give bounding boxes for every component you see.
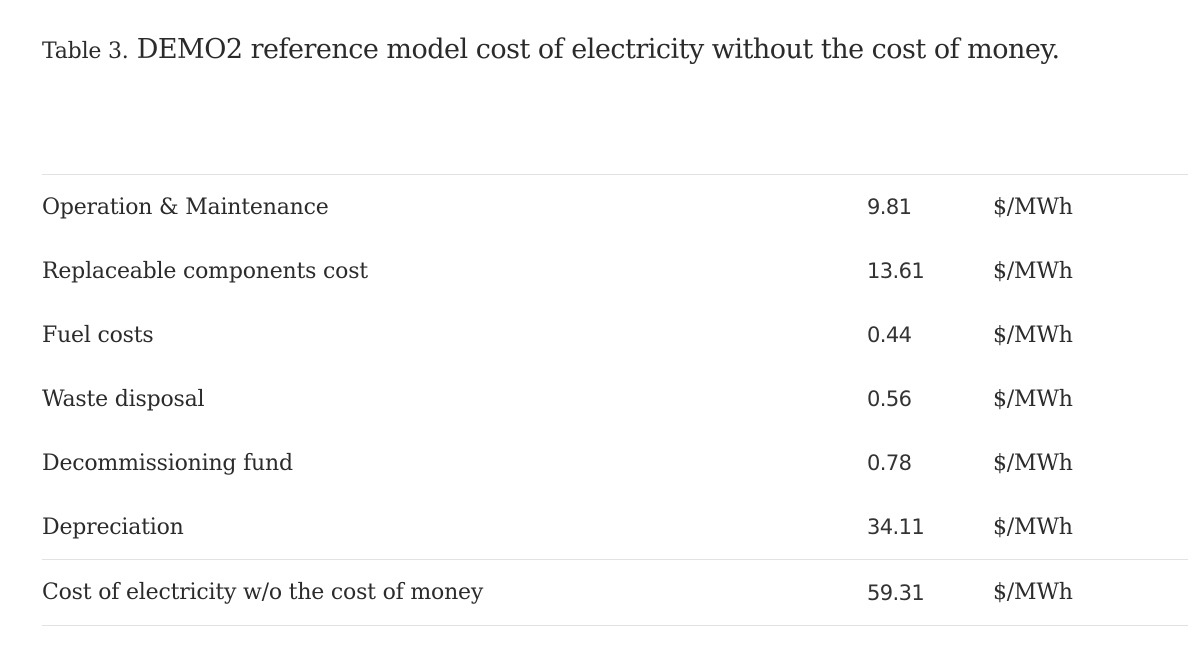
row-value: 13.61 [867,259,925,283]
row-label: Decommissioning fund [42,450,293,476]
table-row: Waste disposal 0.56 $/MWh [42,367,1188,431]
row-label: Replaceable components cost [42,258,368,284]
row-unit: $/MWh [993,450,1073,476]
row-unit: $/MWh [993,258,1073,284]
table-row: Decommissioning fund 0.78 $/MWh [42,431,1188,495]
row-value: 0.78 [867,451,912,475]
row-value: 9.81 [867,174,993,239]
row-unit: $/MWh [993,386,1073,412]
table-row: Replaceable components cost 13.61 $/MWh [42,239,1188,303]
cost-table: Operation & Maintenance 9.81 $/MWh Repla… [42,174,1188,626]
table-number: Table 3. [42,39,129,64]
row-unit: $/MWh [993,322,1073,348]
row-value: 0.44 [867,323,912,347]
total-row: Cost of electricity w/o the cost of mone… [42,559,1188,626]
row-label: Waste disposal [42,386,205,412]
table-row: Fuel costs 0.44 $/MWh [42,303,1188,367]
table-row: Depreciation 34.11 $/MWh [42,495,1188,560]
row-value: 0.56 [867,387,912,411]
row-label: Depreciation [42,514,184,540]
row-value: 34.11 [867,515,925,539]
total-label: Cost of electricity w/o the cost of mone… [42,559,867,626]
table-caption: Table 3. DEMO2 reference model cost of e… [42,30,1060,72]
row-label: Fuel costs [42,322,154,348]
row-label: Operation & Maintenance [42,174,867,239]
table-row: Operation & Maintenance 9.81 $/MWh [42,174,1188,239]
total-unit: $/MWh [993,559,1188,626]
row-unit: $/MWh [993,174,1188,239]
row-unit: $/MWh [993,514,1073,540]
total-value: 59.31 [867,559,993,626]
caption-text: DEMO2 reference model cost of electricit… [136,34,1060,65]
